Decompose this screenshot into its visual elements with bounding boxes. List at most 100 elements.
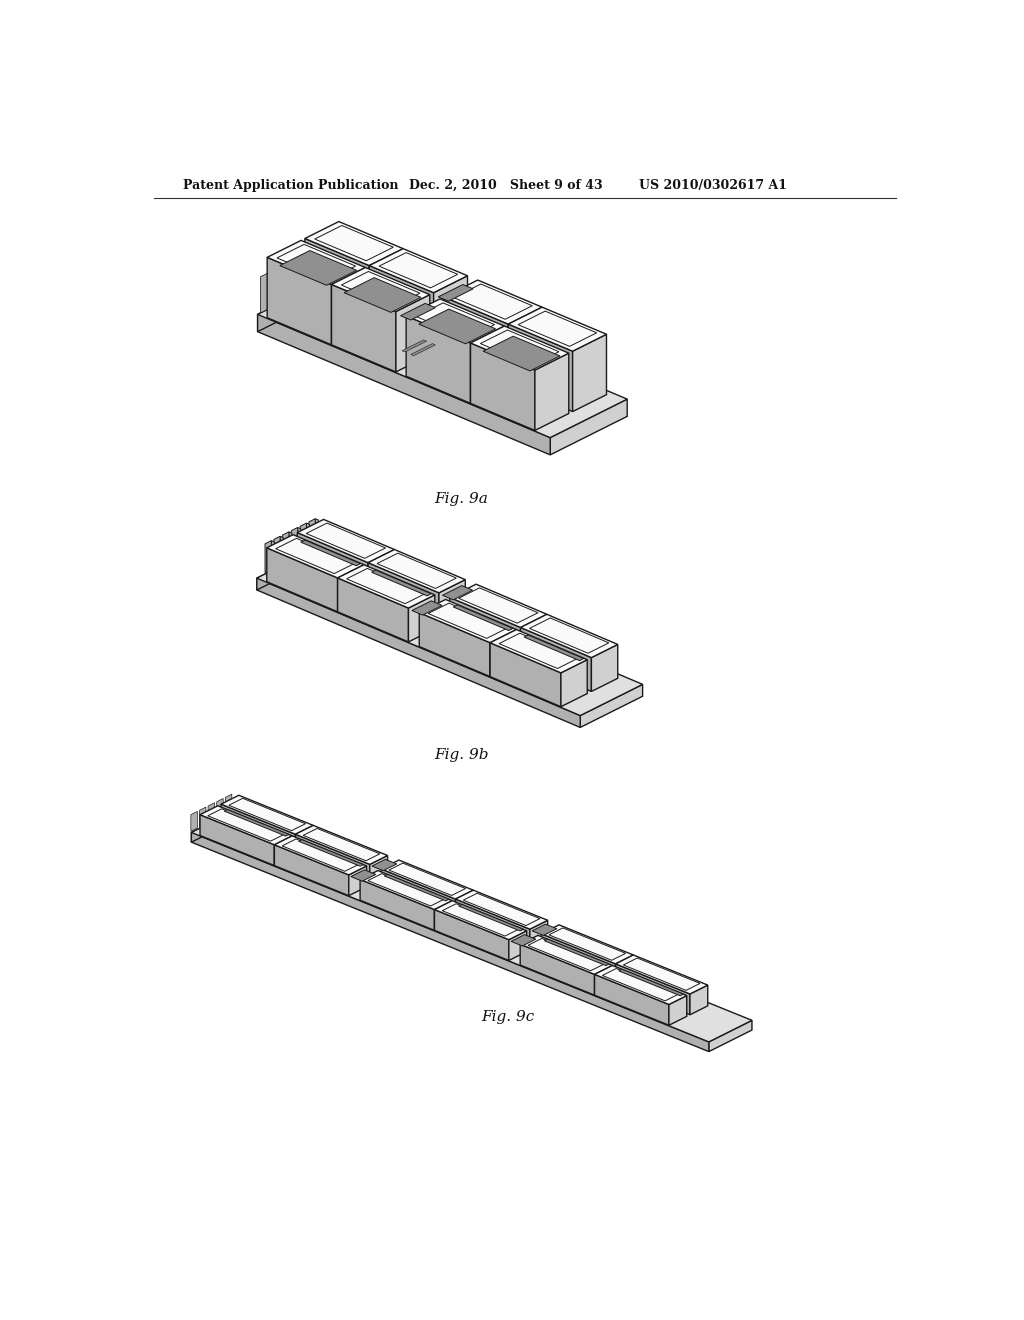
Polygon shape [274,845,349,896]
Polygon shape [258,276,335,331]
Polygon shape [439,321,464,333]
Polygon shape [295,825,313,855]
Polygon shape [602,969,679,1001]
Polygon shape [456,899,529,950]
Polygon shape [191,833,709,1052]
Polygon shape [273,536,281,568]
Polygon shape [190,812,198,832]
Polygon shape [300,523,306,554]
Polygon shape [433,276,468,352]
Polygon shape [572,334,606,412]
Polygon shape [411,343,435,355]
Polygon shape [480,330,559,366]
Polygon shape [346,569,426,603]
Polygon shape [257,546,319,590]
Polygon shape [257,578,581,727]
Polygon shape [338,578,409,642]
Polygon shape [459,587,538,623]
Polygon shape [509,931,526,961]
Polygon shape [520,627,592,692]
Polygon shape [470,326,505,404]
Polygon shape [332,268,430,312]
Polygon shape [306,523,309,553]
Polygon shape [528,939,604,970]
Polygon shape [349,866,367,896]
Polygon shape [271,541,274,570]
Polygon shape [434,909,509,961]
Polygon shape [595,974,669,1026]
Polygon shape [200,807,206,826]
Polygon shape [615,954,634,985]
Polygon shape [267,548,338,611]
Polygon shape [280,251,356,285]
Polygon shape [470,326,568,370]
Polygon shape [434,900,526,940]
Polygon shape [274,836,292,866]
Polygon shape [306,523,385,558]
Polygon shape [490,630,516,677]
Polygon shape [305,222,403,265]
Polygon shape [221,795,313,834]
Polygon shape [450,598,520,661]
Polygon shape [267,535,364,578]
Text: US 2010/0302617 A1: US 2010/0302617 A1 [639,178,786,191]
Polygon shape [360,879,434,931]
Polygon shape [332,284,396,372]
Polygon shape [508,308,542,384]
Polygon shape [508,325,572,412]
Text: Fig. 9b: Fig. 9b [434,748,488,762]
Polygon shape [454,284,532,319]
Polygon shape [305,239,370,326]
Polygon shape [267,257,332,345]
Polygon shape [456,890,548,929]
Polygon shape [407,298,505,343]
Polygon shape [295,834,370,886]
Polygon shape [368,549,465,593]
Polygon shape [381,869,456,920]
Polygon shape [438,285,473,301]
Polygon shape [490,630,587,673]
Polygon shape [389,863,466,895]
Polygon shape [615,964,690,1015]
Polygon shape [379,252,458,288]
Polygon shape [499,634,579,668]
Polygon shape [542,933,615,985]
Polygon shape [274,836,367,875]
Polygon shape [303,829,380,861]
Polygon shape [260,272,269,313]
Polygon shape [314,226,393,261]
Polygon shape [370,265,433,352]
Polygon shape [442,586,473,599]
Polygon shape [295,825,388,865]
Polygon shape [595,965,612,995]
Polygon shape [524,635,584,660]
Polygon shape [283,532,289,564]
Polygon shape [370,855,388,886]
Polygon shape [470,343,535,430]
Polygon shape [276,244,355,280]
Polygon shape [297,519,394,562]
Polygon shape [419,599,516,643]
Polygon shape [419,612,490,677]
Polygon shape [624,958,700,990]
Polygon shape [372,570,431,595]
Polygon shape [520,614,617,657]
Polygon shape [618,969,683,995]
Polygon shape [360,871,453,909]
Polygon shape [341,272,420,306]
Polygon shape [275,264,285,305]
Polygon shape [443,297,508,384]
Polygon shape [384,874,450,900]
Polygon shape [419,309,496,343]
Polygon shape [200,814,274,866]
Polygon shape [368,874,444,906]
Polygon shape [456,890,473,920]
Polygon shape [409,595,435,642]
Polygon shape [545,939,609,966]
Polygon shape [463,894,540,925]
Polygon shape [381,861,473,899]
Polygon shape [258,276,628,438]
Polygon shape [338,565,435,609]
Polygon shape [292,528,298,560]
Polygon shape [221,804,295,855]
